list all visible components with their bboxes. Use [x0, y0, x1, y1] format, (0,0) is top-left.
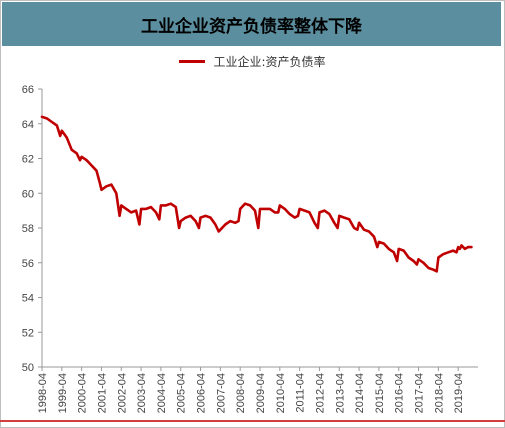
x-tick-label: 2003-04: [136, 373, 148, 413]
x-tick-label: 2016-04: [394, 373, 406, 413]
x-tick-label: 2014-04: [354, 373, 366, 413]
x-tick-label: 2008-04: [235, 373, 247, 413]
chart-title: 工业企业资产负债率整体下降: [141, 16, 362, 37]
series-line: [40, 115, 473, 273]
legend-swatch: [179, 59, 206, 63]
x-tick-label: 2019-04: [453, 373, 465, 413]
x-tick-label: 2010-04: [275, 373, 287, 413]
y-tick-label: 50: [22, 362, 34, 374]
y-tick-label: 62: [22, 154, 34, 166]
y-tick-label: 66: [22, 84, 34, 96]
x-tick-label: 2009-04: [255, 373, 267, 413]
x-tick-label: 2002-04: [116, 373, 128, 413]
y-tick-label: 56: [22, 258, 34, 270]
x-tick-label: 2018-04: [433, 373, 445, 413]
x-tick-label: 2000-04: [77, 373, 89, 413]
bottom-divider: [0, 420, 505, 422]
x-tick-label: 2015-04: [374, 373, 386, 413]
legend-label: 工业企业:资产负债率: [213, 54, 326, 69]
y-tick-label: 52: [22, 327, 34, 339]
x-tick-label: 2013-04: [334, 373, 346, 413]
x-tick-label: 2011-04: [295, 373, 307, 413]
x-tick-label: 2001-04: [96, 373, 108, 413]
x-tick-label: 2006-04: [196, 373, 208, 413]
title-banner: 工业企业资产负债率整体下降: [2, 2, 501, 46]
x-tick-label: 2007-04: [215, 373, 227, 413]
x-tick-label: 2012-04: [314, 373, 326, 413]
x-tick-label: 2004-04: [156, 373, 168, 413]
y-tick-label: 64: [22, 119, 34, 131]
x-tick-label: 1998-04: [37, 373, 49, 413]
y-tick-label: 54: [22, 293, 34, 305]
x-tick-label: 2017-04: [414, 373, 426, 413]
y-tick-label: 60: [22, 188, 34, 200]
x-tick-label: 2005-04: [176, 373, 188, 413]
legend: 工业企业:资产负债率: [0, 51, 505, 71]
y-tick-label: 58: [22, 223, 34, 235]
x-tick-label: 1999-04: [57, 373, 69, 413]
